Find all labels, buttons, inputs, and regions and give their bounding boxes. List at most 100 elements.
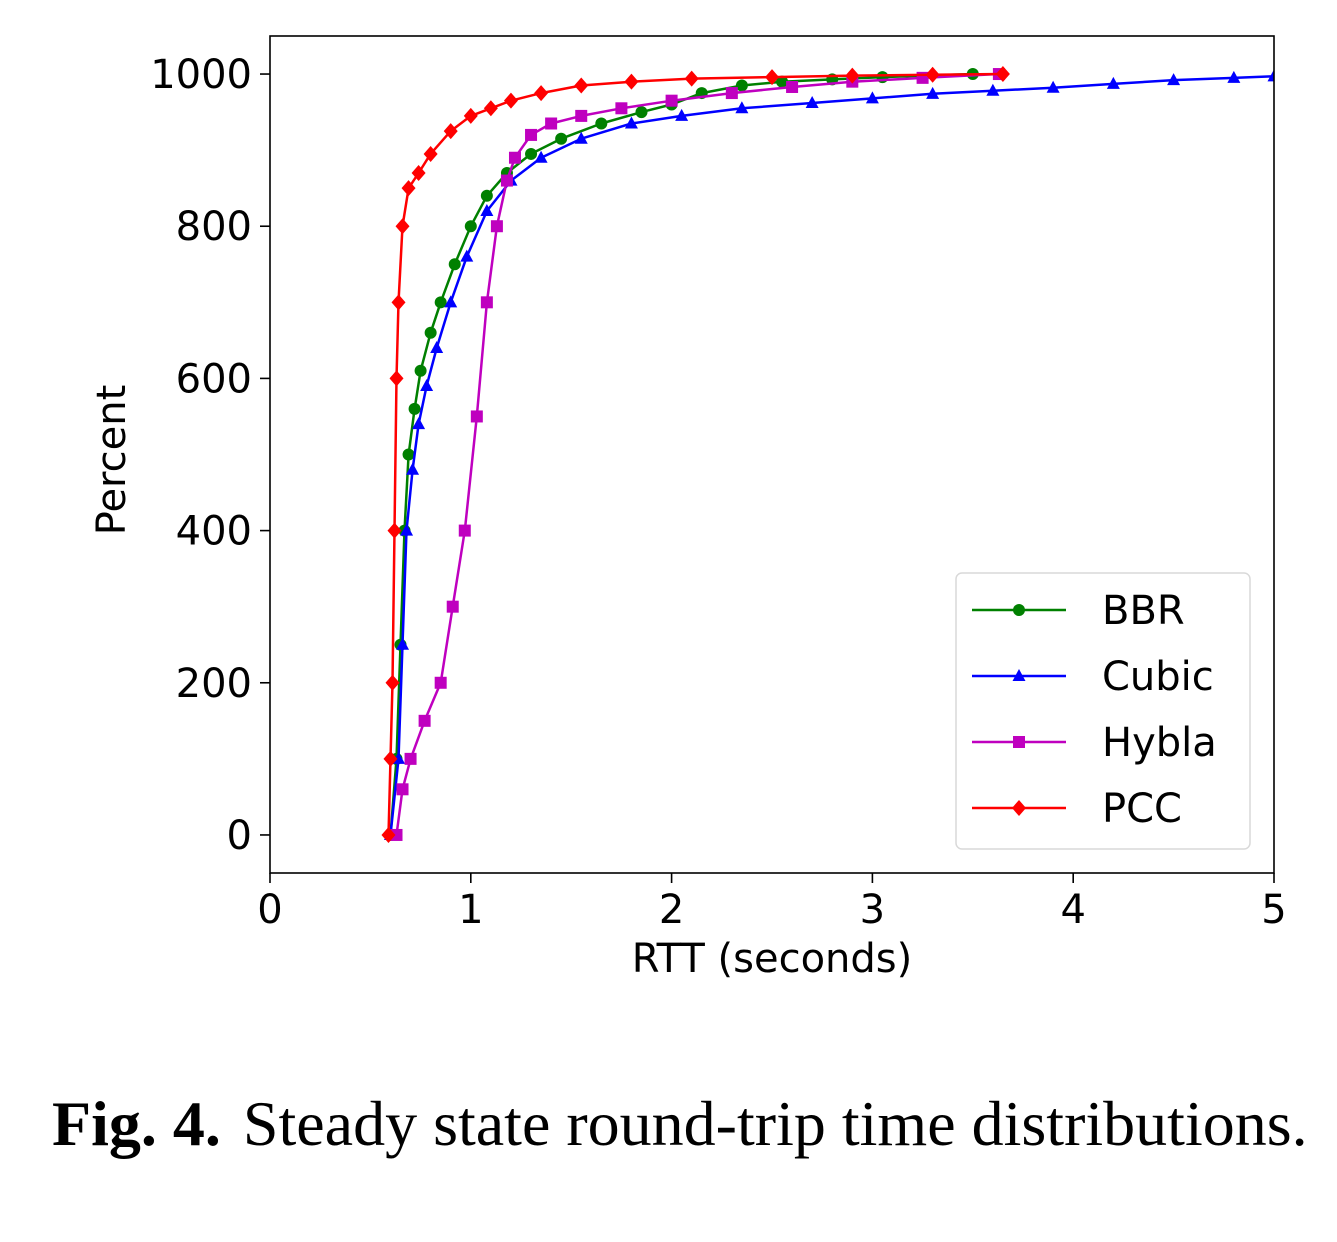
legend-label-pcc: PCC [1102, 786, 1182, 832]
legend-marker-cubic [1012, 669, 1026, 681]
data-point-cubic [1167, 73, 1181, 86]
data-point-hybla [615, 102, 628, 115]
data-point-pcc [463, 107, 478, 124]
data-point-hybla [665, 94, 678, 107]
series-layer [381, 66, 1274, 843]
data-point-cubic [735, 101, 749, 114]
data-point-hybla [470, 410, 483, 423]
data-point-bbr [595, 117, 608, 130]
data-point-pcc [845, 67, 860, 84]
figure-number: Fig. 4. [52, 1088, 221, 1159]
data-point-hybla [404, 752, 417, 765]
data-point-pcc [411, 164, 426, 181]
data-point-hybla [390, 828, 403, 841]
data-point-cubic [460, 249, 474, 262]
data-point-pcc [385, 674, 400, 691]
y-tick-label: 1000 [150, 52, 252, 98]
legend-marker-hybla [1013, 736, 1025, 748]
x-tick-label: 4 [1060, 887, 1085, 933]
legend-marker-pcc [1012, 800, 1026, 816]
data-point-bbr [776, 75, 789, 88]
data-point-hybla [490, 220, 503, 233]
data-point-cubic [534, 150, 548, 163]
data-point-cubic [986, 83, 1000, 96]
data-point-bbr [402, 448, 415, 461]
series-pcc [381, 66, 1010, 843]
data-point-hybla [545, 117, 558, 130]
data-point-cubic [805, 95, 819, 108]
data-point-pcc [401, 180, 416, 197]
data-point-pcc [389, 370, 404, 387]
caption-text: Steady state round-trip time distributio… [242, 1088, 1308, 1159]
data-point-bbr [414, 364, 427, 377]
rtt-cdf-chart: 0 1 2 3 4 5 0 200 400 600 800 1000 RTT (seconds) P… [89, 35, 1287, 982]
data-point-bbr [555, 132, 568, 145]
data-point-pcc [574, 77, 589, 94]
data-point-cubic [574, 131, 588, 144]
data-point-cubic [406, 462, 420, 475]
data-point-pcc [765, 69, 779, 86]
y-tick-label: 200 [176, 661, 252, 707]
data-point-pcc [534, 85, 549, 102]
data-point-bbr [735, 79, 748, 92]
data-point-cubic [926, 86, 940, 99]
series-line-cubic [389, 75, 1274, 836]
y-axis-label: Percent [89, 385, 135, 536]
data-point-hybla [434, 676, 447, 689]
data-point-cubic [420, 379, 434, 392]
data-point-hybla [418, 714, 431, 727]
data-point-cubic [396, 637, 410, 650]
data-point-pcc [443, 123, 458, 140]
data-point-pcc [624, 73, 639, 90]
data-point-hybla [786, 80, 799, 93]
figure-caption: Fig. 4. Steady state round-trip time dist… [52, 1088, 1317, 1160]
data-point-bbr [424, 326, 437, 339]
data-point-cubic [412, 417, 426, 430]
y-tick-label: 400 [176, 509, 252, 555]
series-cubic [383, 69, 1274, 840]
data-point-hybla [575, 109, 588, 122]
legend: BBR Cubic Hybla PCC [955, 572, 1251, 850]
data-point-hybla [725, 87, 738, 100]
y-axis-ticks: 0 200 400 600 800 1000 [150, 52, 270, 859]
data-point-pcc [684, 70, 699, 87]
legend-entry-pcc: PCC [972, 786, 1182, 832]
data-point-cubic [400, 523, 414, 536]
x-tick-label: 2 [659, 887, 684, 933]
data-point-bbr [635, 106, 648, 119]
series-line-hybla [395, 72, 999, 836]
data-point-hybla [446, 600, 459, 613]
data-point-cubic [430, 340, 444, 353]
data-point-bbr [408, 402, 421, 415]
data-point-bbr [464, 220, 477, 233]
data-point-bbr [434, 296, 447, 309]
data-point-pcc [387, 522, 402, 539]
data-point-pcc [925, 66, 940, 83]
data-point-hybla [458, 524, 471, 537]
plot-frame [269, 35, 1275, 874]
legend-box [955, 572, 1251, 850]
data-point-hybla [508, 151, 521, 164]
data-point-bbr [525, 147, 538, 160]
x-tick-label: 3 [860, 887, 885, 933]
data-point-pcc [423, 145, 438, 162]
data-point-cubic [1267, 69, 1274, 82]
data-point-pcc [503, 92, 518, 109]
legend-entry-cubic: Cubic [972, 654, 1214, 700]
data-point-cubic [1046, 80, 1060, 93]
legend-label-hybla: Hybla [1102, 720, 1217, 766]
data-point-cubic [1227, 70, 1241, 83]
data-point-pcc [383, 750, 398, 767]
data-point-cubic [1106, 76, 1120, 89]
data-point-cubic [444, 295, 458, 308]
data-point-pcc [395, 218, 410, 235]
data-point-cubic [865, 91, 879, 104]
legend-label-bbr: BBR [1102, 588, 1185, 634]
data-point-pcc [995, 66, 1010, 83]
data-point-bbr [448, 258, 461, 271]
x-axis-ticks: 0 1 2 3 4 5 [257, 873, 1287, 933]
series-hybla [390, 68, 1005, 841]
legend-entry-bbr: BBR [972, 588, 1185, 634]
x-tick-label: 1 [458, 887, 483, 933]
data-point-pcc [381, 826, 396, 843]
